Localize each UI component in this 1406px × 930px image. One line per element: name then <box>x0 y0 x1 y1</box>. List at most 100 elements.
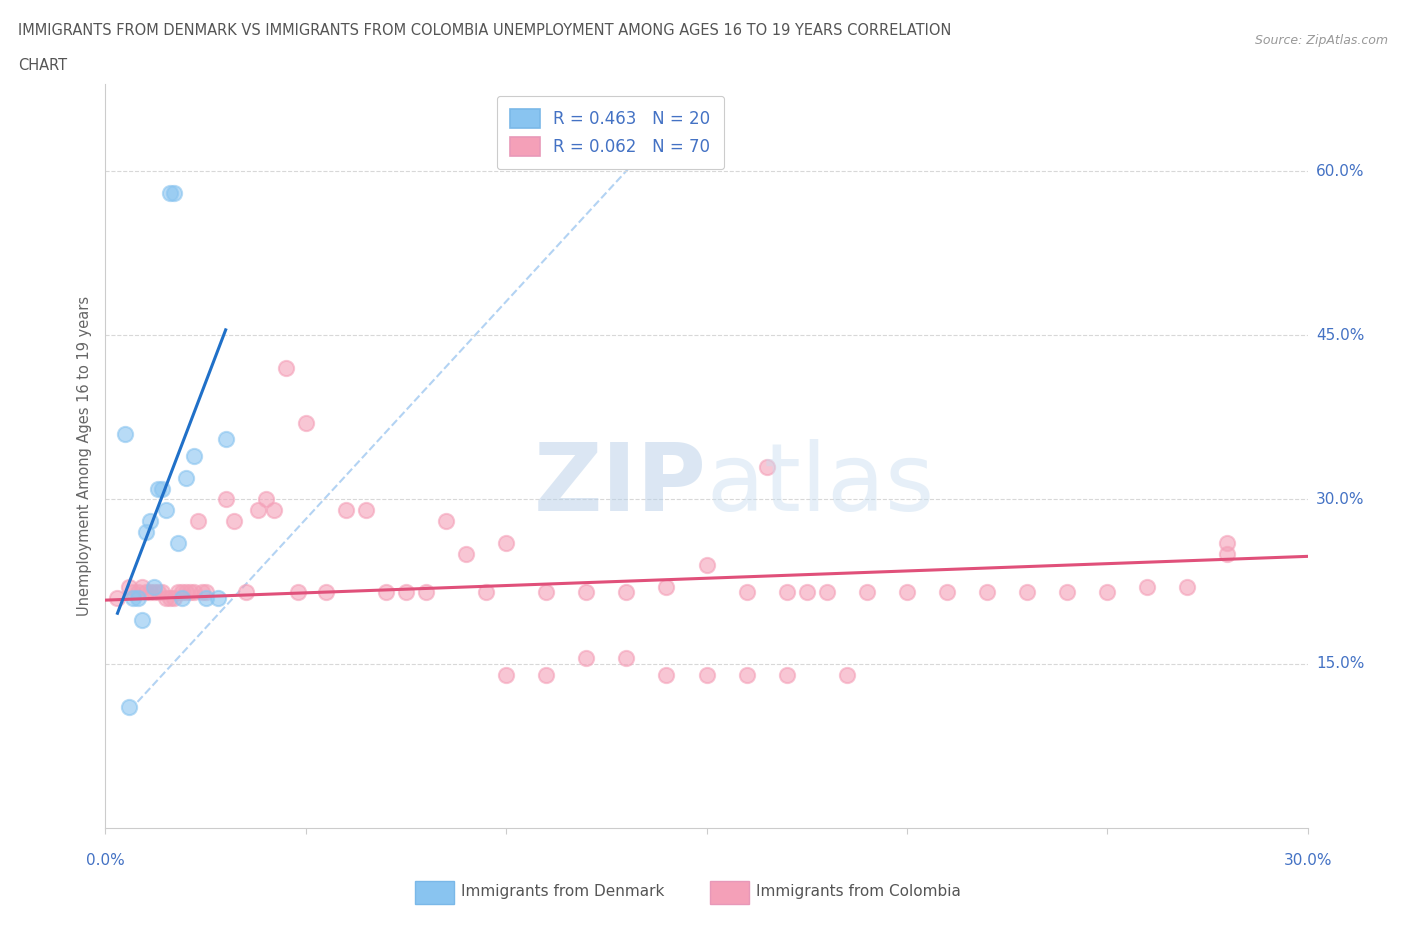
Point <box>1177 579 1199 594</box>
Point <box>170 591 193 605</box>
Point <box>118 579 141 594</box>
Point <box>776 667 799 682</box>
Y-axis label: Unemployment Among Ages 16 to 19 years: Unemployment Among Ages 16 to 19 years <box>77 296 93 616</box>
Point <box>246 503 269 518</box>
Point <box>159 591 181 605</box>
Point <box>146 585 169 600</box>
Text: 30.0%: 30.0% <box>1316 492 1364 507</box>
Point <box>127 585 149 600</box>
Point <box>776 585 799 600</box>
Text: 60.0%: 60.0% <box>1316 164 1364 179</box>
Point <box>616 651 638 666</box>
Point <box>183 585 205 600</box>
Point <box>174 585 197 600</box>
Point <box>162 186 184 201</box>
Point <box>122 591 145 605</box>
Point <box>575 585 598 600</box>
Point <box>1216 547 1239 562</box>
Point <box>655 579 678 594</box>
Point <box>166 536 188 551</box>
Point <box>254 492 277 507</box>
Point <box>190 585 212 600</box>
Point <box>235 585 257 600</box>
Point <box>815 585 838 600</box>
Point <box>495 536 517 551</box>
Text: atlas: atlas <box>707 440 935 531</box>
Point <box>354 503 377 518</box>
Point <box>655 667 678 682</box>
Point <box>495 667 517 682</box>
Point <box>138 514 160 529</box>
Point <box>114 426 136 441</box>
Point <box>150 585 173 600</box>
Point <box>696 667 718 682</box>
Point <box>295 416 318 431</box>
Point <box>796 585 818 600</box>
Text: IMMIGRANTS FROM DENMARK VS IMMIGRANTS FROM COLOMBIA UNEMPLOYMENT AMONG AGES 16 T: IMMIGRANTS FROM DENMARK VS IMMIGRANTS FR… <box>18 23 952 38</box>
Point <box>335 503 357 518</box>
Point <box>835 667 858 682</box>
Point <box>135 585 157 600</box>
Point <box>131 612 153 627</box>
Text: 45.0%: 45.0% <box>1316 328 1364 343</box>
Point <box>174 471 197 485</box>
Point <box>138 585 160 600</box>
Point <box>150 481 173 496</box>
Point <box>214 492 236 507</box>
Point <box>127 591 149 605</box>
Point <box>162 591 184 605</box>
Point <box>735 585 758 600</box>
Point <box>166 585 188 600</box>
Point <box>1216 536 1239 551</box>
Point <box>155 503 177 518</box>
Text: ZIP: ZIP <box>534 440 707 531</box>
Point <box>194 585 217 600</box>
Point <box>214 432 236 446</box>
Point <box>534 667 557 682</box>
Point <box>287 585 309 600</box>
Point <box>976 585 998 600</box>
Point <box>755 459 778 474</box>
Point <box>263 503 285 518</box>
Text: 15.0%: 15.0% <box>1316 656 1364 671</box>
Point <box>179 585 201 600</box>
Point <box>1097 585 1119 600</box>
Point <box>118 700 141 715</box>
Point <box>415 585 437 600</box>
Point <box>142 585 165 600</box>
Point <box>1056 585 1078 600</box>
Point <box>131 579 153 594</box>
Point <box>222 514 245 529</box>
Point <box>107 591 129 605</box>
Text: Source: ZipAtlas.com: Source: ZipAtlas.com <box>1254 34 1388 47</box>
Point <box>135 525 157 539</box>
Point <box>142 579 165 594</box>
Text: 0.0%: 0.0% <box>86 853 125 868</box>
Point <box>274 361 297 376</box>
Point <box>454 547 477 562</box>
Point <box>434 514 457 529</box>
Point <box>122 585 145 600</box>
Point <box>475 585 498 600</box>
Text: 30.0%: 30.0% <box>1284 853 1331 868</box>
Point <box>159 186 181 201</box>
Point <box>155 591 177 605</box>
Point <box>1136 579 1159 594</box>
Point <box>936 585 959 600</box>
Point <box>315 585 337 600</box>
Point <box>696 558 718 573</box>
Point <box>374 585 398 600</box>
Point <box>207 591 229 605</box>
Legend: R = 0.463   N = 20, R = 0.062   N = 70: R = 0.463 N = 20, R = 0.062 N = 70 <box>496 96 724 169</box>
Text: Immigrants from Colombia: Immigrants from Colombia <box>756 884 962 899</box>
Text: Immigrants from Denmark: Immigrants from Denmark <box>461 884 665 899</box>
Point <box>170 585 193 600</box>
Point <box>616 585 638 600</box>
Point <box>146 481 169 496</box>
Text: CHART: CHART <box>18 58 67 73</box>
Point <box>735 667 758 682</box>
Point <box>183 448 205 463</box>
Point <box>534 585 557 600</box>
Point <box>395 585 418 600</box>
Point <box>194 591 217 605</box>
